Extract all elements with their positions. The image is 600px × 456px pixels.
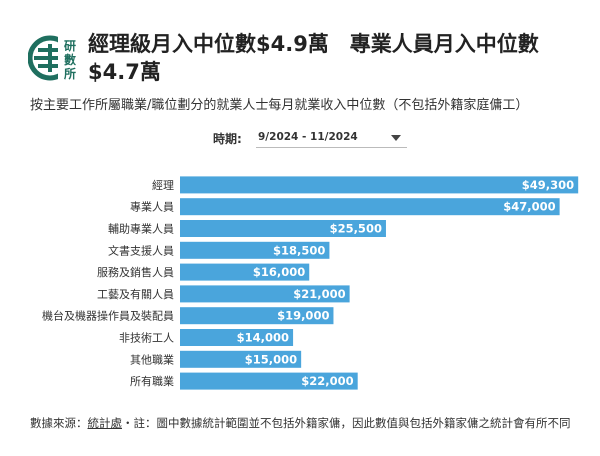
bar[interactable] (180, 307, 334, 325)
chevron-down-icon (391, 135, 401, 141)
bar[interactable] (180, 198, 560, 216)
category-label: 其他職業 (130, 353, 174, 366)
bar[interactable] (180, 372, 358, 390)
category-label: 工藝及有關人員 (97, 287, 174, 301)
chart-subtitle: 按主要工作所屬職業/職位劃分的就業人士每月就業收入中位數（不包括外籍家庭傭工） (30, 98, 529, 113)
value-label: $49,300 (522, 178, 574, 192)
value-label: $18,500 (273, 243, 325, 257)
category-label: 非技術工人 (119, 332, 174, 345)
bar[interactable] (180, 176, 579, 194)
category-label: 經理 (152, 178, 174, 192)
category-label: 服務及銷售人員 (97, 265, 174, 279)
source-prefix: 數據來源： (30, 416, 88, 430)
value-label: $22,000 (301, 374, 353, 388)
bar[interactable] (180, 329, 294, 346)
bar-chart: 經理 $49,300 專業人員 $47,000 輔助專業人員 $25,500 文書支援人員 $… (42, 176, 579, 390)
category-label: 所有職業 (130, 374, 174, 388)
category-label: 機台及機器操作員及裝配員 (42, 309, 174, 323)
value-label: $21,000 (293, 287, 345, 301)
bar[interactable] (180, 241, 330, 259)
category-label: 專業人員 (130, 201, 174, 214)
logo-char-3: 所 (64, 66, 76, 81)
chart-title: 經理級月入中位數$4.9萬 專業人員月入中位數$4.7萬 (88, 32, 539, 84)
bar[interactable] (180, 220, 386, 237)
value-label: $19,000 (277, 309, 329, 323)
logo-char-2: 數 (64, 52, 76, 67)
footer-note: ・註：圖中數據統計範圍並不包括外籍家傭，因此數值與包括外籍家傭之統計會有所不同 (122, 416, 571, 430)
bar[interactable] (180, 263, 310, 281)
category-label: 輔助專業人員 (108, 222, 174, 236)
period-value: 9/2024 - 11/2024 (258, 131, 358, 143)
footer: 數據來源：統計處・註：圖中數據統計範圍並不包括外籍家傭，因此數值與包括外籍家傭之… (30, 415, 590, 431)
bar[interactable] (180, 285, 350, 303)
value-label: $14,000 (237, 331, 289, 345)
value-label: $15,000 (245, 352, 297, 366)
category-label: 文書支援人員 (108, 243, 174, 257)
period-dropdown[interactable]: 9/2024 - 11/2024 (256, 128, 407, 148)
source-link[interactable]: 統計處 (87, 416, 123, 430)
bar[interactable] (180, 350, 302, 368)
value-label: $25,500 (330, 222, 382, 236)
value-label: $47,000 (503, 200, 555, 214)
logo-char-1: 研 (64, 39, 76, 53)
value-label: $16,000 (253, 265, 305, 279)
period-label: 時期: (213, 132, 242, 146)
logo: 研 數 所 (28, 35, 82, 81)
